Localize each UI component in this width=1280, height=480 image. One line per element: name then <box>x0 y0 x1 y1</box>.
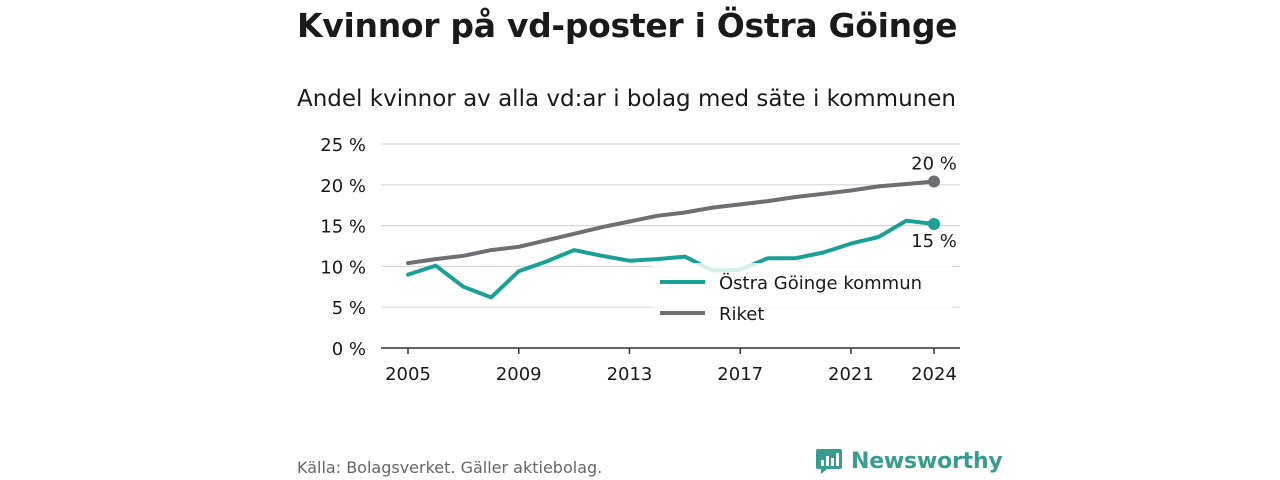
series-line-riket <box>406 179 936 266</box>
x-tick-label: 2017 <box>717 364 763 385</box>
chart-subtitle: Andel kvinnor av alla vd:ar i bolag med … <box>297 86 956 112</box>
chart-title: Kvinnor på vd-poster i Östra Göinge <box>297 6 958 45</box>
y-tick-label: 15 % <box>320 217 366 238</box>
newsworthy-logo: Newsworthy <box>815 447 1003 475</box>
x-tick-label: 2013 <box>607 364 653 385</box>
y-tick-label: 25 % <box>320 135 366 156</box>
x-tick-label: 2024 <box>911 364 957 385</box>
bar-chart-icon <box>816 449 842 474</box>
x-tick-label: 2021 <box>828 364 874 385</box>
legend-label: Östra Göinge kommun <box>719 272 922 294</box>
y-tick-label: 5 % <box>332 298 366 319</box>
brand-name: Newsworthy <box>851 448 1003 474</box>
y-tick-label: 20 % <box>320 176 366 197</box>
x-tick-label: 2009 <box>496 364 542 385</box>
end-point-ostra-goinge <box>928 217 940 230</box>
end-label-ostra-goinge: 15 % <box>911 231 957 252</box>
legend-background <box>652 263 952 333</box>
end-label-riket: 20 % <box>911 154 957 175</box>
source-note: Källa: Bolagsverket. Gäller aktiebolag. <box>297 458 603 477</box>
x-tick-label: 2005 <box>385 364 431 385</box>
end-point-riket <box>928 175 940 188</box>
y-tick-label: 10 % <box>320 257 366 278</box>
y-tick-label: 0 % <box>332 339 366 360</box>
legend-label: Riket <box>719 304 764 325</box>
series-line-ostra-goinge <box>406 218 936 300</box>
